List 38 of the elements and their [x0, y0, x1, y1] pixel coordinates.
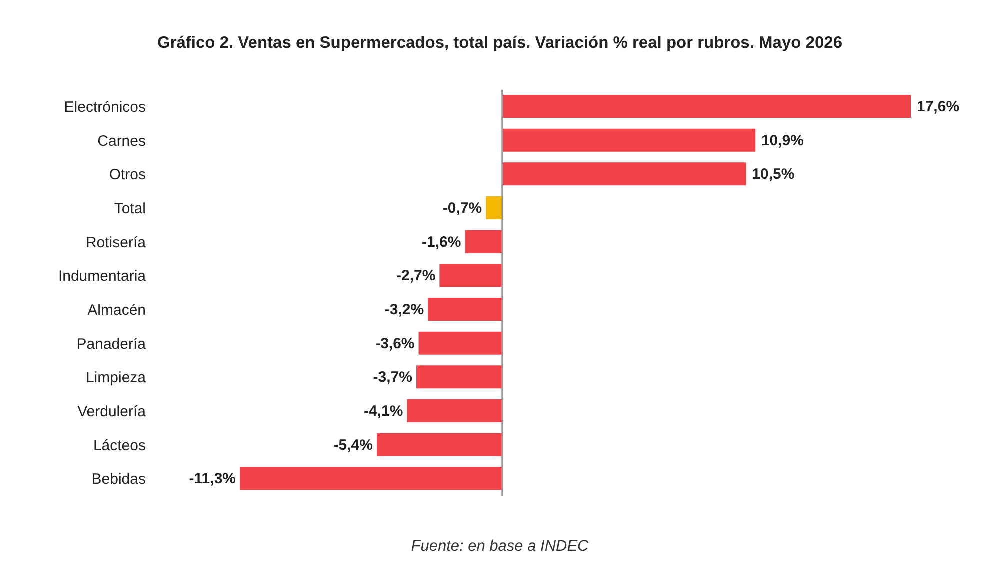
- y-tick-label: Limpieza: [86, 370, 147, 387]
- y-tick-label: Lácteos: [93, 437, 146, 454]
- data-label: -1,6%: [422, 234, 462, 251]
- y-tick-label: Indumentaria: [58, 268, 147, 286]
- data-label: 10,5%: [752, 166, 795, 184]
- bar: [440, 264, 502, 288]
- bar: [502, 128, 756, 152]
- y-tick-label: Rotisería: [86, 234, 147, 252]
- bar: [407, 400, 502, 422]
- chart-title: Gráfico 2. Ventas en Supermercados, total país. Variación % real por rubros. Mayo 2026: [156, 32, 844, 54]
- bar: [376, 433, 502, 456]
- y-tick-label: Panadería: [76, 336, 147, 353]
- y-tick-label: Electrónicos: [64, 98, 146, 116]
- bar: [502, 95, 911, 118]
- bar: [502, 162, 746, 186]
- bar: [465, 230, 502, 254]
- data-label: -2,7%: [396, 268, 436, 285]
- y-tick-label: Total: [114, 200, 146, 218]
- bar: [418, 332, 502, 355]
- bar: [416, 366, 502, 389]
- bar: [240, 467, 502, 490]
- y-tick-label: Bebidas: [92, 471, 146, 488]
- data-label: -3,6%: [376, 335, 415, 352]
- source-note: Fuente: en base a INDEC: [410, 538, 590, 556]
- bar: [486, 196, 502, 220]
- data-label: -11,3%: [189, 470, 236, 488]
- data-label: -4,1%: [364, 403, 404, 420]
- y-tick-label: Otros: [109, 166, 146, 184]
- data-label: -5,4%: [334, 436, 373, 454]
- data-label: -0,7%: [442, 200, 482, 217]
- data-label: -3,2%: [384, 302, 424, 318]
- data-label: 17,6%: [917, 98, 960, 116]
- y-tick-label: Verdulería: [78, 403, 147, 420]
- y-tick-label: Carnes: [98, 132, 146, 150]
- bar: [428, 298, 502, 321]
- data-label: 10,9%: [761, 132, 804, 150]
- y-tick-label: Almacén: [88, 302, 146, 319]
- data-label: -3,7%: [373, 369, 412, 386]
